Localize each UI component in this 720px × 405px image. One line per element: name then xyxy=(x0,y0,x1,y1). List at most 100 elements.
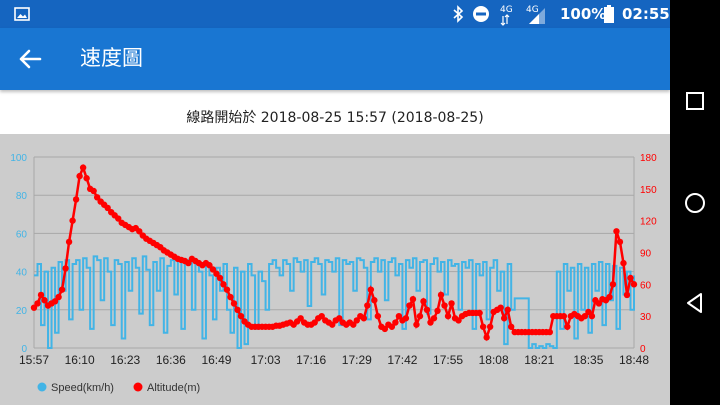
clock: 02:55 xyxy=(622,5,670,23)
altitude-point xyxy=(409,295,417,303)
legend: Speed(km/h) Altitude(m) xyxy=(37,382,200,394)
page-title: 速度圖 xyxy=(80,46,143,70)
altitude-point xyxy=(34,300,41,307)
altitude-point xyxy=(402,315,410,322)
route-start-label: 線路開始於 2018-08-25 15:57 (2018-08-25) xyxy=(186,110,484,126)
y-tick-label-left: 80 xyxy=(16,191,28,202)
altitude-point xyxy=(90,187,97,195)
altitude-point xyxy=(41,297,48,304)
altitude-point xyxy=(437,291,445,299)
altitude-point xyxy=(406,302,413,309)
x-tick-label: 17:16 xyxy=(296,353,326,367)
x-tick-label: 17:42 xyxy=(387,353,417,367)
altitude-point xyxy=(115,215,122,222)
x-tick-label: 18:35 xyxy=(573,353,603,367)
altitude-point xyxy=(297,315,304,322)
altitude-point xyxy=(627,274,634,282)
altitude-point xyxy=(609,281,617,288)
altitude-point xyxy=(595,300,603,307)
altitude-point xyxy=(62,265,69,272)
speed-line xyxy=(34,255,635,349)
altitude-point xyxy=(381,325,389,333)
altitude-point xyxy=(336,315,343,322)
signal-icon xyxy=(500,14,510,26)
altitude-point xyxy=(51,298,59,305)
altitude-point xyxy=(30,304,38,311)
speed-series xyxy=(34,255,635,349)
altitude-point xyxy=(185,259,192,267)
altitude-point xyxy=(441,302,448,309)
altitude-point xyxy=(444,312,452,320)
altitude-point xyxy=(37,291,45,299)
status-bar: 4G 4G 100% 02:55 xyxy=(0,0,670,28)
altitude-point xyxy=(500,315,508,322)
x-tick-label: 18:08 xyxy=(479,353,509,367)
x-tick-label: 18:21 xyxy=(524,353,554,367)
altitude-point xyxy=(329,321,336,328)
altitude-point xyxy=(616,238,624,246)
bluetooth-icon xyxy=(453,5,464,23)
altitude-point xyxy=(69,217,76,224)
altitude-point xyxy=(220,281,227,288)
y-tick-label-right: 60 xyxy=(640,280,652,291)
y-tick-label-right: 180 xyxy=(640,153,657,164)
signal-bars-icon xyxy=(529,8,545,24)
legend-speed-label: Speed(km/h) xyxy=(51,382,114,394)
x-tick-label: 16:36 xyxy=(156,353,186,367)
x-axis-labels: 15:57 16:10 16:23 16:36 16:49 17:03 17:16 17:29… xyxy=(19,353,649,367)
altitude-point xyxy=(55,293,62,301)
altitude-point xyxy=(455,317,462,324)
right-axis-labels: 0 30 60 90 120 150 180 xyxy=(640,153,657,355)
legend-altitude-label: Altitude(m) xyxy=(147,382,200,394)
legend-altitude-marker xyxy=(133,382,143,392)
altitude-point xyxy=(216,274,224,282)
network-type-left: 4G xyxy=(500,5,513,15)
x-tick-label: 15:57 xyxy=(19,353,49,367)
altitude-point xyxy=(581,312,589,320)
x-tick-label: 16:49 xyxy=(201,353,231,367)
altitude-point xyxy=(546,328,553,336)
system-nav-bar xyxy=(670,0,720,405)
altitude-point xyxy=(427,319,434,326)
y-tick-label-left: 0 xyxy=(21,344,27,355)
altitude-point xyxy=(58,286,66,293)
x-tick-label: 17:55 xyxy=(433,353,463,367)
legend-speed-marker xyxy=(37,382,47,392)
x-tick-label: 18:48 xyxy=(619,353,649,367)
back-nav-icon[interactable] xyxy=(670,278,720,328)
arrow-left-icon[interactable] xyxy=(14,43,46,75)
altitude-point xyxy=(395,312,403,320)
altitude-point xyxy=(606,293,613,301)
altitude-point xyxy=(585,308,592,316)
network-type-right: 4G xyxy=(526,5,539,15)
app-screen: 4G 4G 100% 02:55 速度圖 線路開始於 2018-08-25 15… xyxy=(0,0,670,405)
altitude-point xyxy=(318,312,325,320)
home-icon[interactable] xyxy=(670,178,720,228)
altitude-point xyxy=(560,312,568,320)
altitude-point xyxy=(234,306,241,313)
speed-altitude-chart: 0 20 40 60 80 100 0 30 60 90 120 150 180 15:57 16:10… xyxy=(0,134,670,405)
altitude-point xyxy=(430,315,438,322)
y-tick-label-right: 0 xyxy=(640,344,646,355)
altitude-point xyxy=(353,317,361,324)
altitude-point xyxy=(588,312,596,320)
altitude-point xyxy=(230,300,238,307)
altitude-point xyxy=(206,262,213,269)
altitude-point xyxy=(623,291,631,299)
altitude-point xyxy=(413,321,420,328)
altitude-series xyxy=(30,164,638,342)
altitude-point xyxy=(416,312,424,320)
altitude-point xyxy=(504,306,511,313)
grid xyxy=(33,156,635,349)
altitude-point xyxy=(213,270,220,277)
recents-icon[interactable] xyxy=(670,76,720,126)
altitude-point xyxy=(136,228,143,235)
altitude-point xyxy=(104,204,111,212)
y-tick-label-right: 30 xyxy=(640,312,652,323)
y-tick-label-left: 100 xyxy=(10,153,27,164)
altitude-point xyxy=(423,306,431,313)
left-axis-labels: 0 20 40 60 80 100 xyxy=(10,153,27,355)
y-tick-label-left: 60 xyxy=(16,229,28,240)
x-tick-label: 17:03 xyxy=(251,353,281,367)
altitude-point xyxy=(83,175,90,182)
